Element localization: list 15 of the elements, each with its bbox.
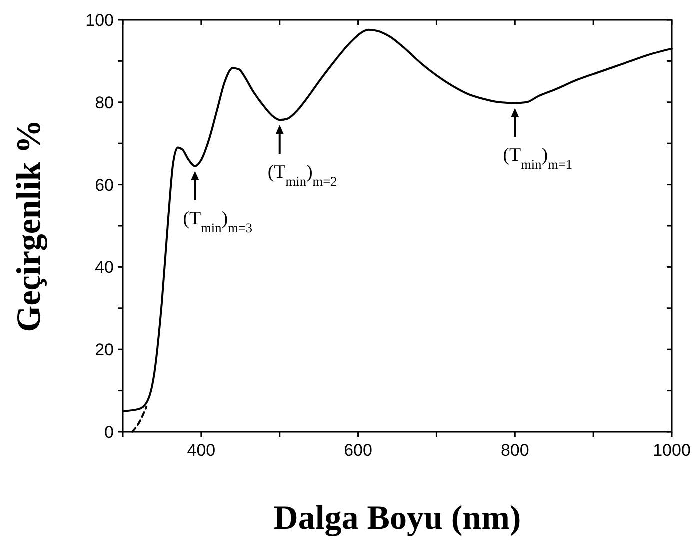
y-tick-label: 60 (95, 176, 114, 195)
x-tick-label: 600 (344, 441, 372, 460)
y-tick-label: 80 (95, 93, 114, 112)
y-tick-label: 100 (86, 10, 114, 30)
x-tick-label: 400 (187, 441, 216, 460)
x-tick-label: 800 (500, 441, 530, 460)
y-axis-title: Geçirgenlik % (11, 120, 48, 332)
y-tick-label: 0 (104, 422, 114, 442)
annotation: (T$_{min}$)$_{m=2}$ (268, 162, 338, 189)
x-axis-title: Dalga Boyu (nm) (274, 500, 522, 537)
y-tick-label: 40 (95, 258, 114, 278)
annotation: (T$_{min}$)$_{m=1}$ (503, 145, 573, 172)
y-tick-label: 20 (95, 340, 114, 360)
annotation: (T$_{min}$)$_{m=3}$ (183, 208, 253, 235)
x-tick-label: 1000 (653, 441, 691, 460)
